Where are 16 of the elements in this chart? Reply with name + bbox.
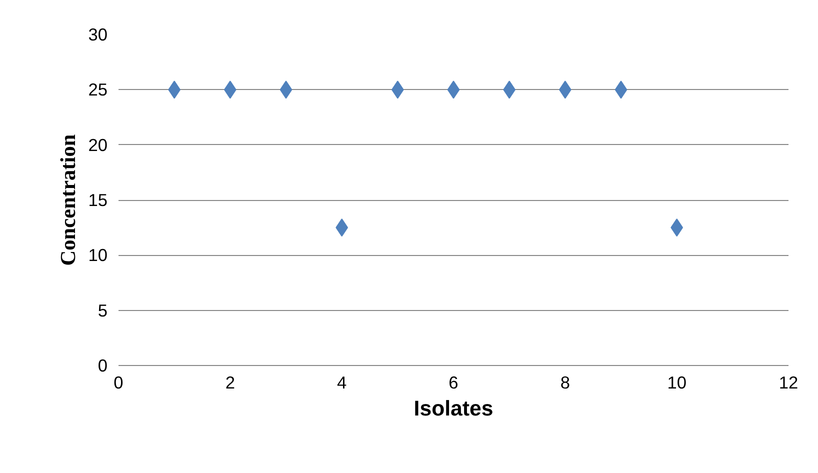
x-tick-label: 0 <box>114 372 124 392</box>
y-tick-label: 5 <box>98 300 108 320</box>
y-tick-label: 15 <box>88 190 108 210</box>
x-tick-label: 8 <box>560 372 570 392</box>
y-tick-label: 25 <box>88 80 108 100</box>
y-tick-label: 10 <box>88 245 108 266</box>
x-tick-label: 2 <box>225 372 235 392</box>
y-tick-label: 30 <box>88 24 108 44</box>
x-tick-label: 12 <box>778 372 798 392</box>
x-tick-label: 10 <box>667 372 686 392</box>
y-tick-label: 0 <box>98 356 108 376</box>
x-tick-label: 4 <box>337 372 348 392</box>
y-axis-title: Concentration <box>56 134 80 266</box>
y-tick-label: 20 <box>88 134 108 155</box>
x-tick-label: 6 <box>448 372 458 392</box>
x-axis-title: Isolates <box>414 396 494 420</box>
